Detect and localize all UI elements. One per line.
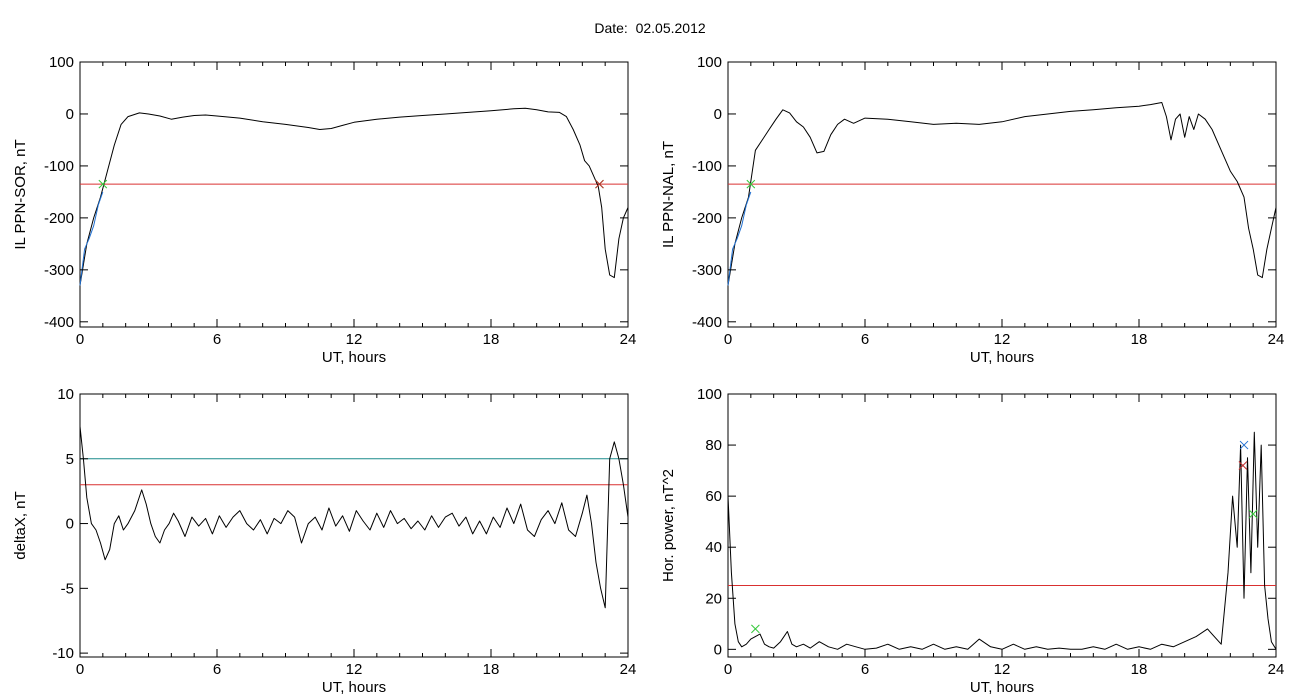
x-tick-label: 18 [1131, 661, 1148, 678]
x-tick-label: 18 [1131, 331, 1148, 348]
plot-frame [727, 61, 1277, 328]
y-tick-label: 0 [66, 106, 74, 123]
y-tick-label: -300 [692, 262, 722, 279]
x-marker [1239, 440, 1249, 450]
x-axis-label: UT, hours [322, 349, 386, 366]
x-tick-label: 24 [620, 661, 637, 678]
y-tick-label: 80 [705, 437, 722, 454]
plot-frame [727, 393, 1277, 658]
y-tick-label: -400 [44, 314, 74, 331]
figure-title: Date: 02.05.2012 [594, 20, 706, 36]
y-tick-label: 20 [705, 590, 722, 607]
y-tick-label: 100 [49, 54, 74, 71]
x-tick-label: 24 [1268, 331, 1285, 348]
x-axis-label: UT, hours [322, 679, 386, 696]
y-axis-label: Hor. power, nT^2 [660, 469, 677, 582]
x-marker [746, 179, 756, 189]
series-line [727, 191, 752, 286]
x-marker [98, 179, 108, 189]
x-marker [1238, 461, 1248, 470]
x-tick-label: 0 [724, 661, 732, 678]
y-tick-label: -200 [692, 210, 722, 227]
y-tick-label: -100 [692, 158, 722, 175]
y-tick-label: -5 [61, 580, 74, 597]
x-tick-label: 0 [76, 331, 84, 348]
y-tick-label: -100 [44, 158, 74, 175]
x-tick-label: 0 [724, 331, 732, 348]
x-marker [595, 179, 604, 189]
x-tick-label: 18 [483, 331, 500, 348]
y-tick-label: 0 [714, 641, 722, 658]
x-tick-label: 12 [994, 331, 1011, 348]
x-tick-label: 24 [1268, 661, 1285, 678]
series-line [79, 191, 104, 286]
y-tick-label: -400 [692, 314, 722, 331]
y-tick-label: 60 [705, 488, 722, 505]
x-marker [751, 624, 760, 634]
x-tick-label: 24 [620, 331, 637, 348]
x-tick-label: 12 [346, 331, 363, 348]
x-tick-label: 6 [861, 661, 869, 678]
series-line [727, 102, 1277, 286]
x-marker [1248, 509, 1258, 519]
y-tick-label: 40 [705, 539, 722, 556]
y-axis-label: IL PPN-NAL, nT [660, 141, 677, 248]
y-tick-label: -300 [44, 262, 74, 279]
x-tick-label: 6 [213, 331, 221, 348]
x-axis-label: UT, hours [970, 349, 1034, 366]
x-tick-label: 6 [213, 661, 221, 678]
plot-frame [79, 393, 629, 658]
y-tick-label: 10 [57, 386, 74, 403]
panel-hor-power: 0 6 12 18 24 100 80 60 40 20 0 UT, hours Hor. power,… [660, 386, 1284, 696]
y-tick-label: 100 [697, 54, 722, 71]
x-tick-label: 12 [994, 661, 1011, 678]
y-axis-label: deltaX, nT [12, 491, 29, 559]
series-line [727, 431, 1277, 650]
y-tick-label: 100 [697, 386, 722, 403]
panel-deltax: 0 6 12 18 24 10 5 0 -5 -10 UT, hours deltaX, nT [12, 386, 636, 696]
panel-il-ppn-nal: 0 6 12 18 24 100 0 -100 -200 -300 -400 UT, hours IL … [660, 54, 1284, 366]
series-line [79, 107, 629, 286]
x-tick-label: 0 [76, 661, 84, 678]
x-tick-label: 18 [483, 661, 500, 678]
x-tick-label: 12 [346, 661, 363, 678]
panel-il-ppn-sor: 0 6 12 18 24 100 0 -100 -200 -300 -400 UT, hours IL … [12, 54, 636, 366]
y-tick-label: 0 [66, 516, 74, 533]
y-tick-label: 5 [66, 451, 74, 468]
y-axis-label: IL PPN-SOR, nT [12, 139, 29, 249]
y-tick-label: -10 [52, 645, 74, 662]
x-tick-label: 6 [861, 331, 869, 348]
series-line [79, 426, 629, 609]
y-tick-label: -200 [44, 210, 74, 227]
plot-frame [79, 61, 629, 328]
x-axis-label: UT, hours [970, 679, 1034, 696]
y-tick-label: 0 [714, 106, 722, 123]
